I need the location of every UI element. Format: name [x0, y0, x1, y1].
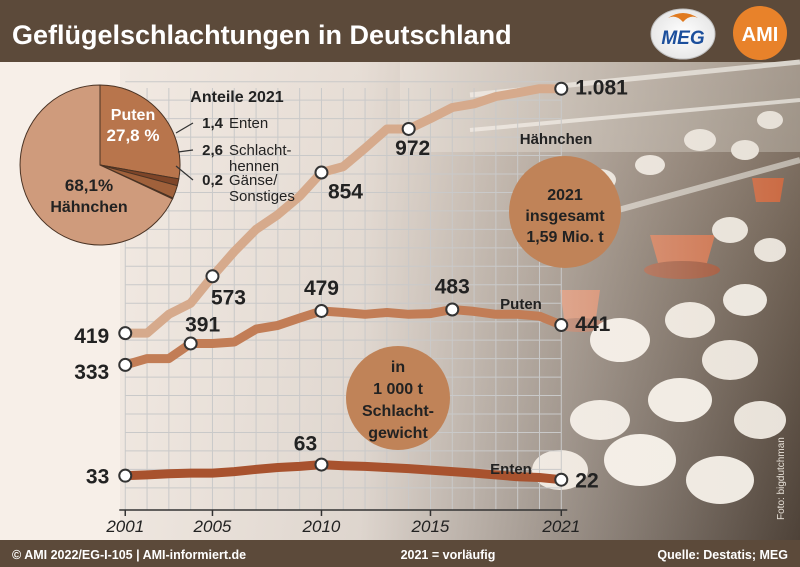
data-point-marker — [554, 81, 569, 96]
x-tick-label: 2021 — [541, 517, 580, 536]
pie-leader-line — [175, 165, 194, 181]
total-value: 1,59 Mio. t — [526, 229, 604, 246]
footer-band — [0, 540, 800, 567]
unit-bubble: in 1 000 t Schlacht- gewicht — [346, 346, 450, 450]
pie-label-haehnchen-name: Hähnchen — [50, 199, 127, 216]
pie-chart — [19, 84, 181, 246]
data-label: 573 — [211, 286, 246, 309]
meg-logo-text: MEG — [661, 28, 705, 49]
series-line-2 — [120, 460, 566, 485]
data-label: 1.081 — [575, 77, 628, 100]
data-point-marker — [314, 303, 329, 318]
pie-slice — [99, 84, 181, 180]
ami-logo-text: AMI — [742, 24, 779, 46]
series-line-0 — [120, 84, 566, 338]
unit-line-3: Schlacht- — [362, 403, 434, 420]
total-caption: insgesamt — [525, 208, 605, 225]
pie-label-puten-name: Puten — [111, 107, 155, 124]
total-bubble: 2021 insgesamt 1,59 Mio. t — [509, 156, 621, 268]
photo-credit: Foto: bigdutchman — [776, 437, 787, 520]
data-label: 391 — [185, 313, 220, 336]
data-point-marker — [118, 326, 133, 341]
grid — [124, 81, 562, 510]
pie-legend-label: Schlacht- — [229, 142, 292, 159]
data-label: 419 — [74, 325, 109, 348]
pie-legend-label: hennen — [229, 158, 279, 175]
pie-legend-value: 2,6 — [202, 142, 223, 159]
data-label: 483 — [435, 276, 470, 299]
x-tick-label: 2010 — [302, 517, 341, 536]
data-label: 22 — [575, 470, 598, 493]
footer-left: © AMI 2022/EG-I-105 | AMI-informiert.de — [12, 548, 246, 562]
data-label: 33 — [86, 466, 109, 489]
pie-legend-label: Enten — [229, 115, 268, 132]
chart-title: Geflügelschlachtungen in Deutschland — [12, 20, 512, 50]
unit-line-1: in — [391, 359, 405, 376]
axes: 2001 2005 2010 2015 2021 — [105, 509, 580, 536]
meg-logo: MEG — [650, 8, 716, 60]
data-point-marker — [314, 457, 329, 472]
data-point-marker — [554, 472, 569, 487]
pie-label-haehnchen-value: 68,1% — [65, 176, 113, 195]
data-label: 63 — [294, 433, 317, 456]
pie-legend-value: 0,2 — [202, 172, 223, 189]
data-point-marker — [205, 269, 220, 284]
data-point-marker — [554, 318, 569, 333]
pie-legend: 1,4 Enten 2,6 Schlacht-hennen 0,2 Gänse/Sonst… — [175, 115, 295, 205]
footer-center: 2021 = vorläufig — [401, 548, 496, 562]
x-tick-label: 2001 — [105, 517, 144, 536]
data-point-marker — [445, 302, 460, 317]
data-point-marker — [118, 468, 133, 483]
data-label: 972 — [395, 137, 430, 160]
pie-label-puten-value: 27,8 % — [107, 126, 160, 145]
data-label: 441 — [575, 313, 610, 336]
data-label: 333 — [74, 361, 109, 384]
pie-slice — [19, 84, 174, 246]
unit-line-4: gewicht — [368, 425, 428, 442]
data-label: 854 — [328, 181, 363, 204]
footer-right: Quelle: Destatis; MEG — [657, 548, 788, 562]
data-point-marker — [183, 336, 198, 351]
pie-leader-line — [177, 149, 194, 153]
x-tick-label: 2005 — [193, 517, 232, 536]
pie-legend-label: Sonstiges — [229, 188, 295, 205]
series-line-1 — [120, 305, 566, 370]
series-name-enten: Enten — [490, 461, 532, 478]
series — [120, 84, 566, 485]
data-point-marker — [118, 357, 133, 372]
data-labels: 419 573 854 972 1.081 333 391 479 483 441 33 63 22 — [74, 77, 628, 493]
ami-logo: AMI — [733, 6, 787, 60]
data-point-marker — [314, 165, 329, 180]
series-name-puten: Puten — [500, 296, 542, 313]
pie-legend-value: 1,4 — [202, 115, 224, 132]
x-tick-label: 2015 — [411, 517, 450, 536]
pie-legend-label: Gänse/ — [229, 172, 278, 189]
pie-title: Anteile 2021 — [190, 89, 283, 106]
pie-leader-line — [175, 122, 194, 134]
data-label: 479 — [304, 277, 339, 300]
unit-line-2: 1 000 t — [373, 381, 423, 398]
series-name-haehnchen: Hähnchen — [520, 131, 593, 148]
total-year: 2021 — [547, 187, 583, 204]
data-point-marker — [401, 121, 416, 136]
